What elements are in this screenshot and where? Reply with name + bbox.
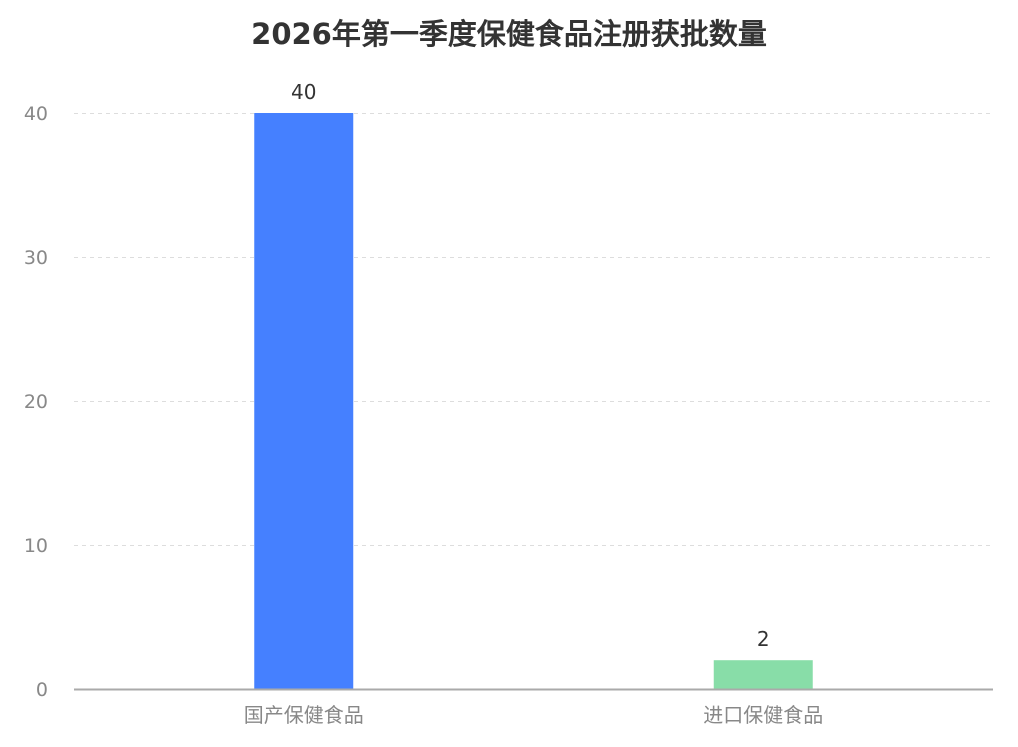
y-tick-label: 40 [24,103,48,125]
data-label: 40 [291,80,316,104]
data-label: 2 [757,627,770,651]
bar [713,660,813,689]
y-tick-label: 20 [24,391,48,413]
y-tick-label: 0 [36,679,48,701]
x-tick-label: 进口保健食品 [703,703,823,727]
bar [254,113,354,689]
y-tick-label: 10 [24,535,48,557]
chart-title: 2026年第一季度保健食品注册获批数量 [251,17,767,51]
y-tick-label: 30 [24,247,48,269]
x-tick-label: 国产保健食品 [244,703,364,727]
